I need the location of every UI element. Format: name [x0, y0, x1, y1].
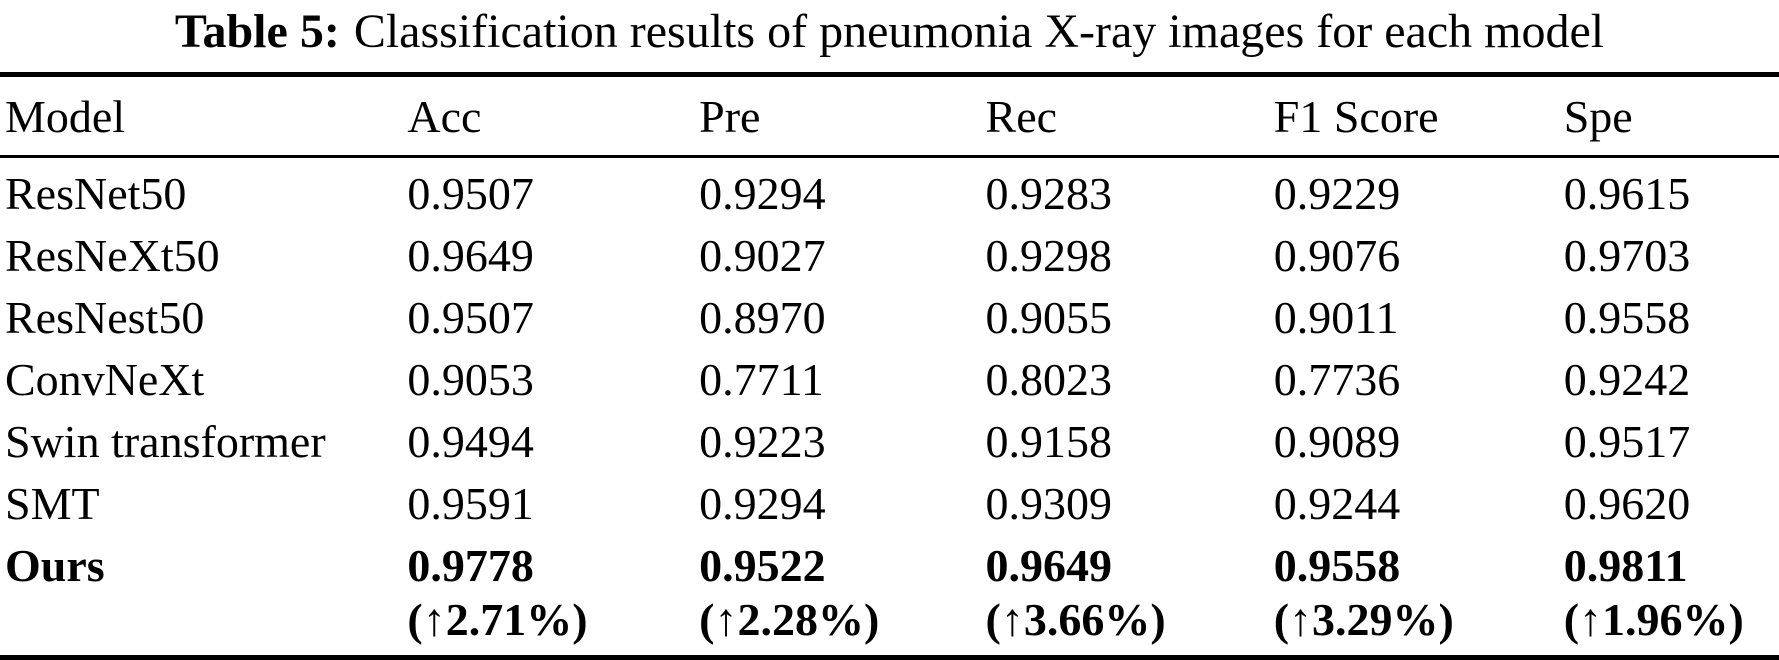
table-row-convnext: ConvNeXt 0.9053 0.7711 0.8023 0.7736 0.9242	[0, 349, 1779, 411]
table-figure: Table 5: Classification results of pneumo…	[0, 6, 1779, 660]
metric-value-cell: 0.9027	[699, 230, 826, 281]
table-row-resnest50: ResNest50 0.9507 0.8970 0.9055 0.9011 0.9558	[0, 287, 1779, 349]
column-header-model: Model	[0, 74, 408, 158]
metric-value-cell: 0.9494	[407, 416, 534, 467]
metric-value-cell: 0.9507	[407, 292, 534, 343]
metric-value-cell: 0.9591	[407, 478, 534, 529]
model-name-cell	[0, 597, 407, 658]
metric-value-cell: 0.9055	[985, 292, 1113, 343]
metric-value-cell: 0.9649	[407, 230, 534, 281]
metric-value-cell: 0.9558	[1273, 540, 1401, 591]
metric-value-cell: 0.9242	[1563, 354, 1691, 405]
metric-value-cell: 0.9298	[985, 230, 1113, 281]
metric-value-cell: 0.9703	[1563, 230, 1691, 281]
metric-value-cell: 0.7711	[699, 354, 824, 405]
table-caption: Table 5: Classification results of pneumo…	[0, 6, 1779, 58]
metric-value-cell: (↑2.71%)	[407, 597, 588, 645]
metric-value-cell: 0.9294	[699, 478, 826, 529]
metric-value-cell: 0.9615	[1563, 168, 1691, 219]
column-header-acc: Acc	[407, 74, 700, 158]
metric-value-cell: 0.8970	[699, 292, 826, 343]
metric-value-cell: 0.9309	[985, 478, 1113, 529]
model-name-cell: ConvNeXt	[5, 354, 205, 405]
metric-value-cell: 0.9649	[985, 540, 1113, 591]
metric-value-cell: (↑3.66%)	[985, 597, 1166, 645]
metric-value-cell: 0.9522	[699, 540, 826, 591]
model-name-cell: ResNeXt50	[5, 230, 220, 281]
metric-value-cell: 0.9229	[1273, 168, 1401, 219]
model-name-cell: SMT	[5, 478, 100, 529]
metric-value-cell: 0.9244	[1273, 478, 1401, 529]
metric-value-cell: 0.9089	[1273, 416, 1401, 467]
metric-value-cell: 0.9158	[985, 416, 1113, 467]
metric-value-cell: 0.9811	[1563, 540, 1688, 591]
metric-value-cell: 0.9558	[1563, 292, 1691, 343]
metric-value-cell: 0.9076	[1273, 230, 1401, 281]
metric-value-cell: 0.9778	[407, 540, 534, 591]
results-table: Model Acc Pre Rec F1 Score Spe ResNet50 0.9507…	[0, 72, 1779, 660]
metric-value-cell: 0.7736	[1273, 354, 1401, 405]
metric-value-cell: (↑1.96%)	[1563, 597, 1744, 645]
table-row-ours: Ours 0.9778 0.9522 0.9649 0.9558 0.9811	[0, 535, 1779, 597]
metric-value-cell: (↑3.29%)	[1273, 597, 1454, 645]
column-header-rec: Rec	[985, 74, 1274, 158]
table-row-smt: SMT 0.9591 0.9294 0.9309 0.9244 0.9620	[0, 473, 1779, 535]
table-caption-label: Table 5:	[174, 5, 340, 58]
metric-value-cell: (↑2.28%)	[699, 597, 880, 645]
column-header-pre: Pre	[699, 74, 986, 158]
table-row-swin-transformer: Swin transformer 0.9494 0.9223 0.9158 0.9089…	[0, 411, 1779, 473]
table-caption-text: Classification results of pneumonia X-ra…	[353, 5, 1605, 58]
column-header-spe: Spe	[1563, 74, 1779, 158]
metric-value-cell: 0.9011	[1273, 292, 1399, 343]
model-name-cell: ResNest50	[5, 292, 205, 343]
header-row: Model Acc Pre Rec F1 Score Spe	[0, 74, 1779, 158]
metric-value-cell: 0.9053	[407, 354, 534, 405]
metric-value-cell: 0.9620	[1563, 478, 1691, 529]
metric-value-cell: 0.9283	[985, 168, 1113, 219]
table-row-improvement: (↑2.71%) (↑2.28%) (↑3.66%) (↑3.29%) (↑1.96%)	[0, 597, 1779, 658]
table-row-resnet50: ResNet50 0.9507 0.9294 0.9283 0.9229 0.9615	[0, 157, 1779, 226]
model-name-cell: Swin transformer	[5, 416, 326, 467]
column-header-f1-score: F1 Score	[1273, 74, 1564, 158]
table-row-resnext50: ResNeXt50 0.9649 0.9027 0.9298 0.9076 0.9703	[0, 225, 1779, 287]
metric-value-cell: 0.9517	[1563, 416, 1691, 467]
model-name-cell: ResNet50	[5, 168, 187, 219]
metric-value-cell: 0.8023	[985, 354, 1113, 405]
metric-value-cell: 0.9294	[699, 168, 826, 219]
model-name-cell: Ours	[5, 540, 105, 591]
metric-value-cell: 0.9223	[699, 416, 826, 467]
metric-value-cell: 0.9507	[407, 168, 534, 219]
